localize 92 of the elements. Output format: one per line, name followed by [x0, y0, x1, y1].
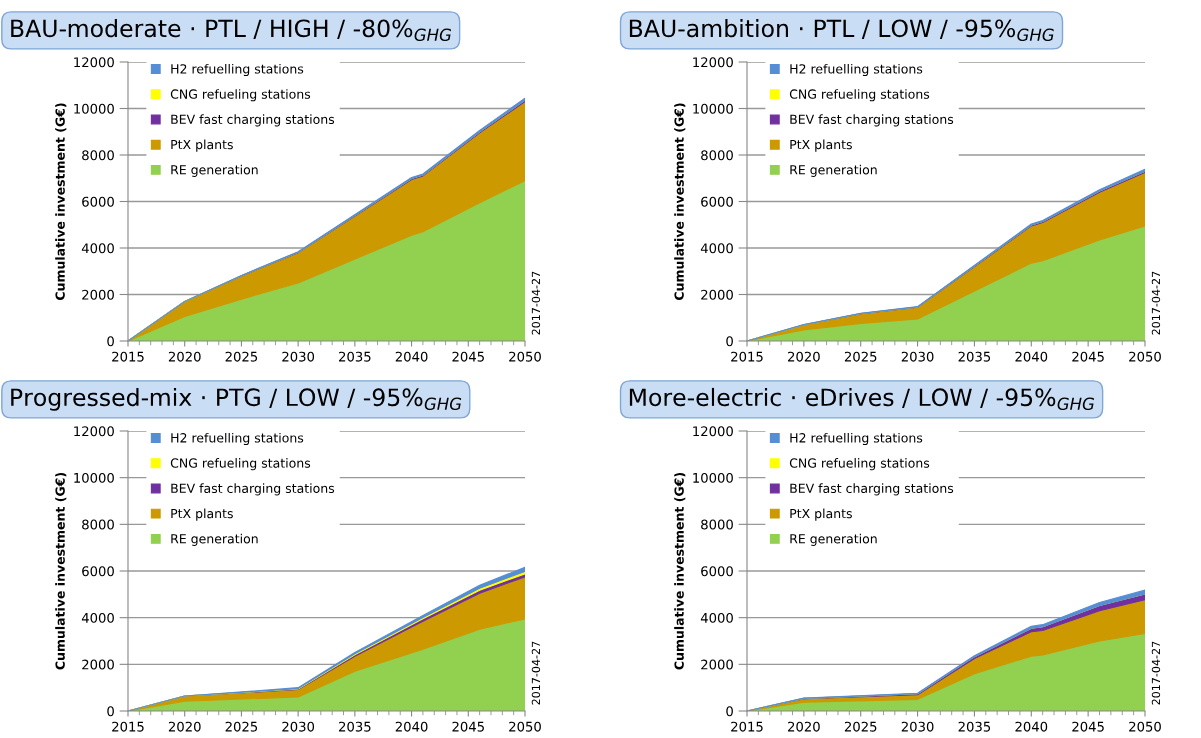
x-tick-label: 2015	[112, 721, 144, 732]
y-tick-label: 2000	[82, 659, 114, 670]
y-tick-label: 10000	[74, 472, 114, 483]
legend-label: PtX plants	[171, 139, 233, 152]
x-tick-label: 2045	[452, 351, 484, 362]
x-tick-label: 2025	[225, 721, 258, 732]
y-tick-label: 0	[107, 336, 114, 347]
legend-label: RE generation	[790, 164, 877, 177]
y-tick-label: 10000	[74, 103, 114, 114]
y-tick-label: 8000	[701, 519, 733, 530]
y-tick-label: 6000	[701, 566, 733, 577]
x-tick-label: 2015	[731, 351, 763, 362]
legend-label: BEV fast charging stations	[790, 114, 954, 127]
y-axis-title: Cumulative investment (G€)	[674, 472, 686, 670]
y-tick-label: 8000	[701, 150, 733, 161]
y-tick-label: 12000	[74, 426, 114, 437]
y-tick-label: 0	[107, 706, 114, 717]
legend-label: CNG refueling stations	[170, 458, 311, 471]
text: 2017-04-27	[531, 641, 541, 705]
legend-label: PtX plants	[790, 508, 852, 521]
legend-label: RE generation	[790, 533, 877, 546]
y-axis-title: Cumulative investment (G€)	[55, 103, 67, 301]
x-tick-label: 2040	[395, 721, 428, 732]
x-tick-label: 2040	[1015, 721, 1048, 732]
x-tick-label: 2025	[844, 351, 877, 362]
y-tick-label: 8000	[82, 519, 114, 530]
y-tick-label: 4000	[700, 612, 733, 623]
y-tick-label: 10000	[693, 472, 733, 483]
y-tick-label: 10000	[693, 103, 733, 114]
text: 2017-04-27	[1151, 271, 1161, 335]
legend-label: BEV fast charging stations	[171, 483, 335, 496]
text: 2017-04-27	[1151, 641, 1161, 705]
legend-label: H2 refuelling stations	[171, 63, 304, 77]
chart-title: BAU-moderate · PTL / HIGH / -80%$_{GHG}$	[11, 18, 452, 42]
y-tick-label: 2000	[82, 289, 114, 300]
legend-label: BEV fast charging stations	[790, 483, 954, 496]
y-tick-label: 4000	[700, 243, 733, 254]
y-tick-label: 4000	[81, 612, 114, 623]
x-tick-label: 2035	[958, 351, 991, 362]
y-axis-title: Cumulative investment (G€)	[55, 472, 67, 670]
legend-label: RE generation	[171, 164, 258, 177]
x-tick-label: 2020	[788, 721, 820, 732]
x-tick-label: 2045	[1072, 351, 1104, 362]
x-tick-label: 2040	[1015, 351, 1048, 362]
x-tick-label: 2020	[168, 351, 201, 362]
chart-title: Progressed-mix · PTG / LOW / -95%$_{GHG}$	[11, 387, 462, 411]
y-axis-title: Cumulative investment (G€)	[674, 103, 686, 301]
y-tick-label: 2000	[701, 659, 733, 670]
legend-label: BEV fast charging stations	[171, 114, 335, 127]
legend-label: CNG refueling stations	[170, 89, 311, 102]
y-tick-label: 12000	[74, 57, 114, 68]
y-tick-label: 6000	[82, 196, 114, 207]
x-tick-label: 2040	[395, 351, 428, 362]
x-tick-label: 2050	[509, 351, 541, 362]
x-tick-label: 2015	[731, 721, 763, 732]
y-tick-label: 4000	[81, 243, 114, 254]
x-tick-label: 2050	[1129, 721, 1161, 732]
chart-title: BAU-ambition · PTL / LOW / -95%$_{GHG}$	[629, 18, 1054, 42]
x-tick-label: 2025	[225, 351, 258, 362]
x-tick-label: 2030	[901, 351, 934, 362]
legend-label: H2 refuelling stations	[171, 432, 304, 445]
y-tick-label: 6000	[82, 566, 114, 577]
x-tick-label: 2020	[788, 351, 820, 362]
x-tick-label: 2035	[339, 351, 371, 362]
x-tick-label: 2030	[282, 351, 315, 362]
legend-label: H2 refuelling stations	[790, 63, 923, 77]
legend-label: PtX plants	[790, 139, 852, 152]
legend-label: CNG refueling stations	[789, 458, 930, 471]
legend-label: H2 refuelling stations	[790, 432, 923, 445]
y-tick-label: 8000	[82, 150, 114, 161]
x-tick-label: 2050	[509, 721, 541, 732]
y-tick-label: 0	[726, 336, 733, 347]
legend-label: CNG refueling stations	[789, 89, 930, 102]
x-tick-label: 2050	[1129, 351, 1161, 362]
y-tick-label: 12000	[693, 426, 733, 437]
x-tick-label: 2035	[339, 721, 371, 732]
y-tick-label: 6000	[701, 196, 733, 207]
x-tick-label: 2030	[282, 721, 315, 732]
x-tick-label: 2045	[452, 721, 484, 732]
legend-label: RE generation	[171, 533, 258, 546]
x-tick-label: 2030	[901, 721, 934, 732]
y-tick-label: 12000	[693, 57, 733, 68]
chart-title: More-electric · eDrives / LOW / -95%$_{GHG}$	[629, 387, 1095, 410]
x-tick-label: 2020	[168, 721, 201, 732]
text: 2017-04-27	[531, 271, 541, 335]
x-tick-label: 2025	[844, 721, 877, 732]
x-tick-label: 2035	[958, 721, 991, 732]
y-tick-label: 0	[726, 706, 733, 717]
y-tick-label: 2000	[701, 289, 733, 300]
x-tick-label: 2015	[112, 351, 144, 362]
legend-label: PtX plants	[171, 508, 233, 521]
x-tick-label: 2045	[1072, 721, 1104, 732]
